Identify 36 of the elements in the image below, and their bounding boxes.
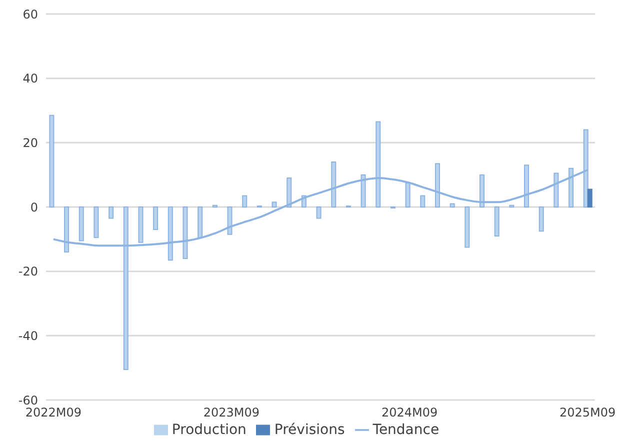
- bar: [360, 174, 366, 208]
- x-tick-label: 2023M09: [203, 406, 260, 420]
- bar: [49, 114, 54, 208]
- bar: [316, 206, 322, 219]
- bar: [198, 206, 203, 238]
- bar: [94, 206, 99, 238]
- bar: [227, 206, 232, 235]
- x-tick-label: 2025M09: [559, 406, 616, 420]
- y-tick-label: 20: [22, 136, 38, 150]
- bar: [242, 195, 248, 208]
- bar: [450, 203, 455, 208]
- bar: [272, 202, 277, 208]
- bar: [538, 206, 544, 232]
- y-tick-label: 60: [22, 7, 38, 22]
- bar: [138, 206, 144, 243]
- y-tick-label: 0: [30, 200, 38, 214]
- bar: [420, 195, 426, 208]
- bar: [494, 206, 500, 236]
- legend-label: Prévisions: [274, 422, 345, 438]
- y-tick-label: 40: [22, 72, 38, 86]
- legend-label: Production: [172, 422, 246, 438]
- legend-label: Tendance: [372, 422, 440, 438]
- bar: [480, 174, 485, 208]
- bar: [587, 188, 592, 208]
- x-tick-label: 2024M09: [381, 406, 438, 420]
- y-tick-label: -60: [18, 393, 38, 408]
- bar: [153, 206, 158, 230]
- bar: [78, 206, 84, 242]
- bar: [108, 206, 114, 219]
- x-tick-label: 2022M09: [25, 406, 82, 420]
- bar: [464, 206, 470, 248]
- bar: [554, 172, 559, 208]
- y-tick-label: -40: [18, 328, 38, 343]
- bar: [286, 178, 292, 208]
- y-tick-label: -20: [18, 264, 38, 279]
- bar: [405, 182, 410, 208]
